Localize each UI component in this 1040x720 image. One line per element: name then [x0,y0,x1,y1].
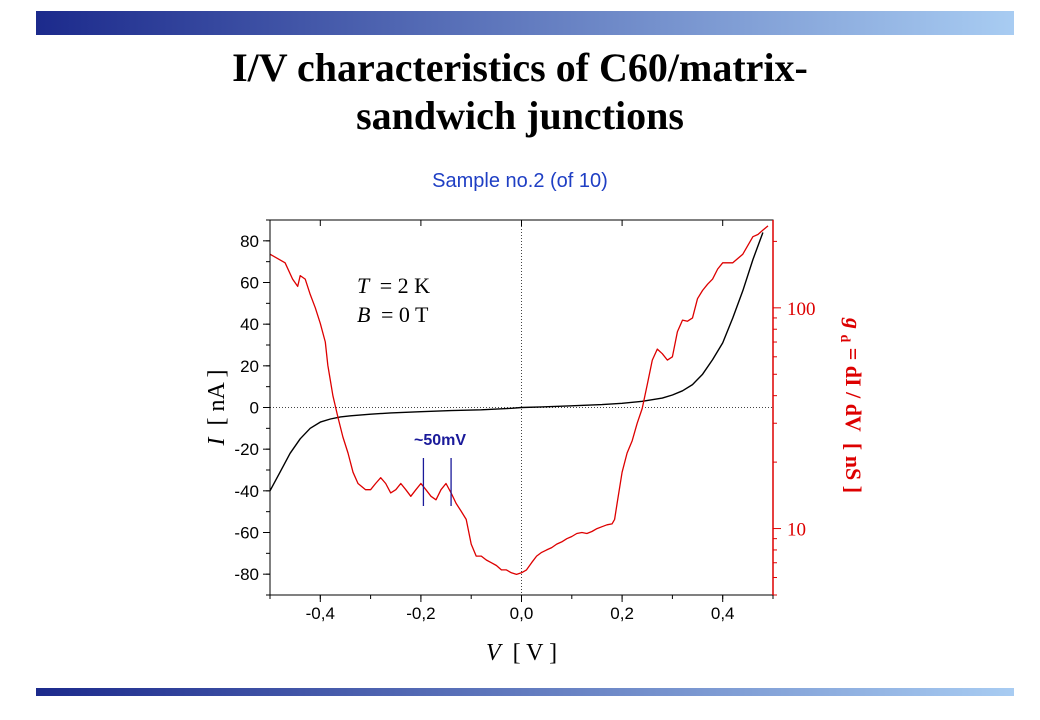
y-right-tick-label: 100 [787,299,816,320]
y-left-axis-label: I [ nA ] [204,370,230,447]
spacing-markers [422,458,452,506]
y-left-tick-label: 0 [250,399,259,418]
y-right-axis-subscript: d [837,334,852,342]
zero-lines [270,220,773,595]
y-left-axis-unit: [ nA ] [204,370,230,426]
x-axis-symbol: V [486,640,503,666]
y-left-tick-label: 40 [240,315,259,334]
temperature-symbol: T [357,273,371,298]
conductance-curve [269,225,769,576]
y-right-axis-label: g d = dI / dV [ nS ] [836,317,866,493]
field-annotation: B = 0 T [357,302,429,327]
footer-accent-bar [36,688,1014,696]
x-axis-unit: [ V ] [513,640,557,666]
y-left-tick-label: 60 [240,274,259,293]
x-tick-label: -0,2 [406,604,435,623]
field-value: = 0 T [381,302,429,327]
temperature-value: = 2 K [380,273,430,298]
y-left-tick-label: 20 [240,357,259,376]
field-symbol: B [357,302,370,327]
slide-title-line-1: I/V characteristics of C60/matrix- [232,45,808,90]
y-left-tick-label: -80 [234,565,259,584]
x-tick-label: 0,2 [610,604,634,623]
slide-title-line-2: sandwich junctions [356,93,684,138]
y-left-tick-label: 80 [240,232,259,251]
slide-title: I/V characteristics of C60/matrix- sandw… [0,44,1040,140]
y-right-axis-unit: [ nS ] [841,443,866,493]
iv-curve [269,232,764,492]
axis-ticks: -0,4 -0,2 0,0 0,2 0,4 80 60 40 20 0 -20 -40 -60 -80 10… [234,219,816,623]
title-accent-bar [36,11,1014,35]
y-left-tick-label: -60 [234,524,259,543]
y-left-axis-symbol: I [204,437,230,447]
y-right-tick-label: 10 [787,520,806,541]
y-left-tick-label: -20 [234,440,259,459]
y-right-axis-symbol: g [841,317,866,329]
spacing-annotation: ~50mV [414,432,466,449]
x-tick-label: -0,4 [306,604,335,623]
slide-subtitle: Sample no.2 (of 10) [432,170,608,192]
x-tick-label: 0,4 [711,604,735,623]
temperature-annotation: T = 2 K [357,273,430,298]
x-tick-label: 0,0 [510,604,534,623]
y-left-tick-label: -40 [234,482,259,501]
curves [269,225,769,576]
x-axis-label: V [ V ] [486,640,557,666]
y-right-axis-expression: = dI / dV [841,348,866,432]
